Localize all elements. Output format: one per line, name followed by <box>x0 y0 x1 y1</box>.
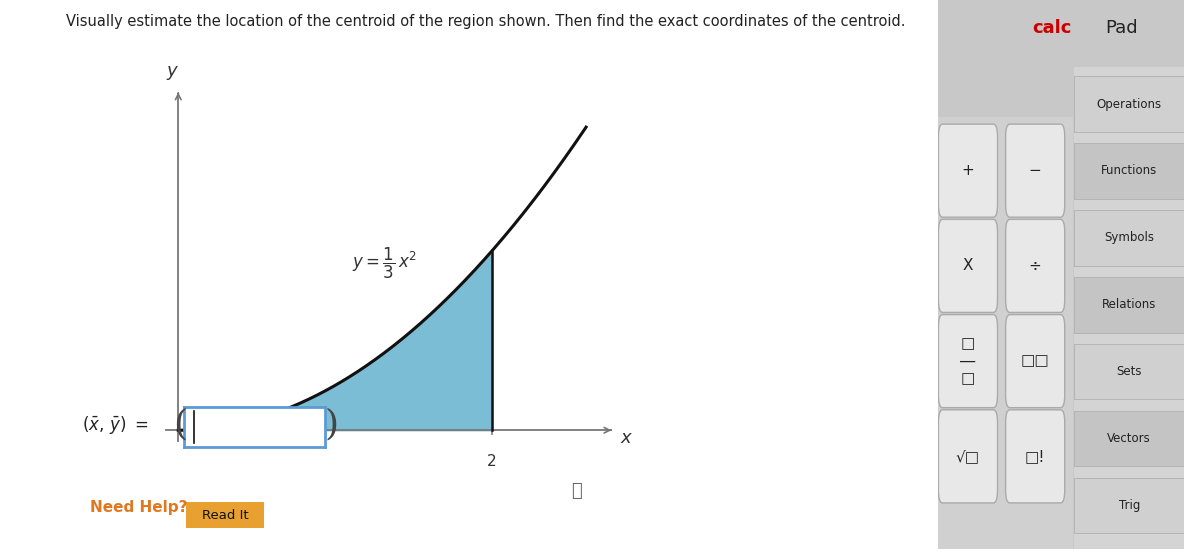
FancyBboxPatch shape <box>1006 124 1064 217</box>
Text: 2: 2 <box>487 455 497 470</box>
Bar <box>1074 344 1184 400</box>
Text: −: − <box>1028 163 1042 178</box>
FancyBboxPatch shape <box>1006 219 1064 312</box>
Text: Visually estimate the location of the centroid of the region shown. Then find th: Visually estimate the location of the ce… <box>66 14 906 29</box>
Bar <box>1074 478 1184 533</box>
Text: calc: calc <box>1032 19 1072 37</box>
Text: Trig: Trig <box>1118 499 1140 512</box>
FancyBboxPatch shape <box>938 410 997 503</box>
Text: Relations: Relations <box>1102 298 1157 311</box>
FancyBboxPatch shape <box>938 315 997 408</box>
FancyBboxPatch shape <box>1006 410 1064 503</box>
Text: √□: √□ <box>956 449 980 464</box>
Text: $(\bar{x},\, \bar{y})\ =$: $(\bar{x},\, \bar{y})\ =$ <box>82 413 149 436</box>
Bar <box>1074 76 1184 132</box>
Text: y: y <box>167 62 178 80</box>
Text: Pad: Pad <box>1105 19 1139 37</box>
Text: Vectors: Vectors <box>1108 432 1151 445</box>
Bar <box>1074 210 1184 266</box>
Text: (: ( <box>173 407 187 442</box>
FancyBboxPatch shape <box>1006 315 1064 408</box>
Text: Sets: Sets <box>1116 365 1142 378</box>
Text: Symbols: Symbols <box>1104 231 1154 244</box>
Text: □□: □□ <box>1021 354 1050 369</box>
Text: Operations: Operations <box>1097 98 1162 110</box>
Text: □!: □! <box>1025 449 1045 464</box>
FancyBboxPatch shape <box>938 219 997 312</box>
Text: ⓘ: ⓘ <box>571 482 581 500</box>
Text: ÷: ÷ <box>1028 259 1042 274</box>
Bar <box>1074 277 1184 332</box>
Text: X: X <box>962 259 973 274</box>
Text: Functions: Functions <box>1102 164 1157 178</box>
FancyBboxPatch shape <box>938 124 997 217</box>
Text: +: + <box>961 163 974 178</box>
Bar <box>1074 411 1184 466</box>
Text: x: x <box>620 429 631 447</box>
Text: $y = \dfrac{1}{3}\, x^2$: $y = \dfrac{1}{3}\, x^2$ <box>352 246 416 281</box>
Text: ): ) <box>324 407 338 442</box>
Text: Need Help?: Need Help? <box>90 500 187 516</box>
Bar <box>1074 143 1184 199</box>
Text: □
―
□: □ ― □ <box>960 336 976 386</box>
Text: Read It: Read It <box>202 508 248 522</box>
